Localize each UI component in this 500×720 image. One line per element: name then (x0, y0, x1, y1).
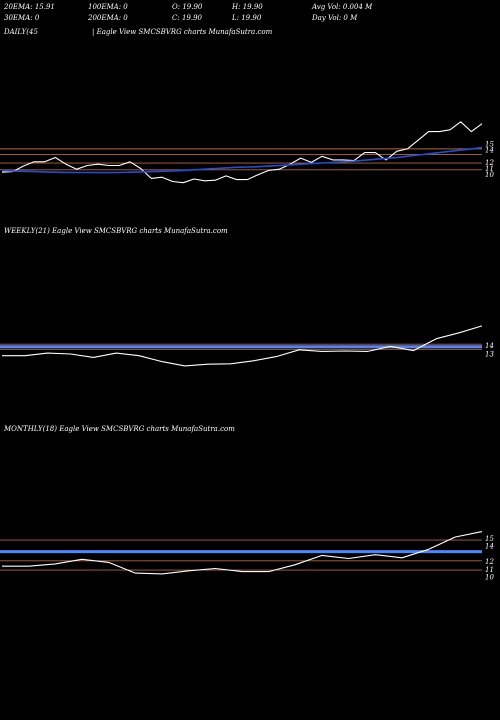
daily-tick-label-2: 12 (485, 159, 494, 167)
monthly-tick-label-4: 15 (485, 535, 494, 543)
header-close: C: 19.90 (172, 14, 202, 22)
monthly-panel-label: MONTHLY(18) Eagle View SMCSBVRG charts M… (4, 425, 235, 433)
weekly-panel-label: WEEKLY(21) Eagle View SMCSBVRG charts Mu… (4, 227, 228, 235)
weekly-price-line (2, 325, 483, 367)
weekly-tick-label-0: 13 (485, 351, 494, 359)
header-20ema: 20EMA: 15.91 (4, 3, 55, 11)
weekly-tick-label-1: 14 (485, 342, 494, 350)
daily-price-line (1, 121, 483, 184)
header-high: H: 19.90 (232, 3, 263, 11)
daily-panel-label: DAILY(45 (4, 28, 38, 36)
header-avg-vol: Avg Vol: 0.004 M (312, 3, 373, 11)
header-30ema: 30EMA: 0 (4, 14, 40, 22)
daily-panel-source: | Eagle View SMCSBVRG charts MunafaSutra… (92, 28, 273, 36)
daily-tick-label-3: 14 (485, 147, 494, 155)
daily-tick-label-0: 10 (485, 171, 494, 179)
monthly-tick-label-1: 11 (485, 566, 494, 574)
monthly-tick-label-0: 10 (485, 574, 494, 582)
daily-ema-line (1, 146, 483, 174)
daily-tick-label-1: 11 (485, 165, 494, 173)
monthly-price-line (2, 531, 483, 575)
header-day-vol: Day Vol: 0 M (312, 14, 358, 22)
monthly-tick-label-3: 14 (485, 543, 494, 551)
header-100ema: 100EMA: 0 (88, 3, 128, 11)
header-open: O: 19.90 (172, 3, 203, 11)
header-200ema: 200EMA: 0 (88, 14, 128, 22)
daily-tick-label-4: 15 (485, 140, 494, 148)
monthly-tick-label-2: 12 (485, 558, 494, 566)
header-low: L: 19.90 (232, 14, 262, 22)
